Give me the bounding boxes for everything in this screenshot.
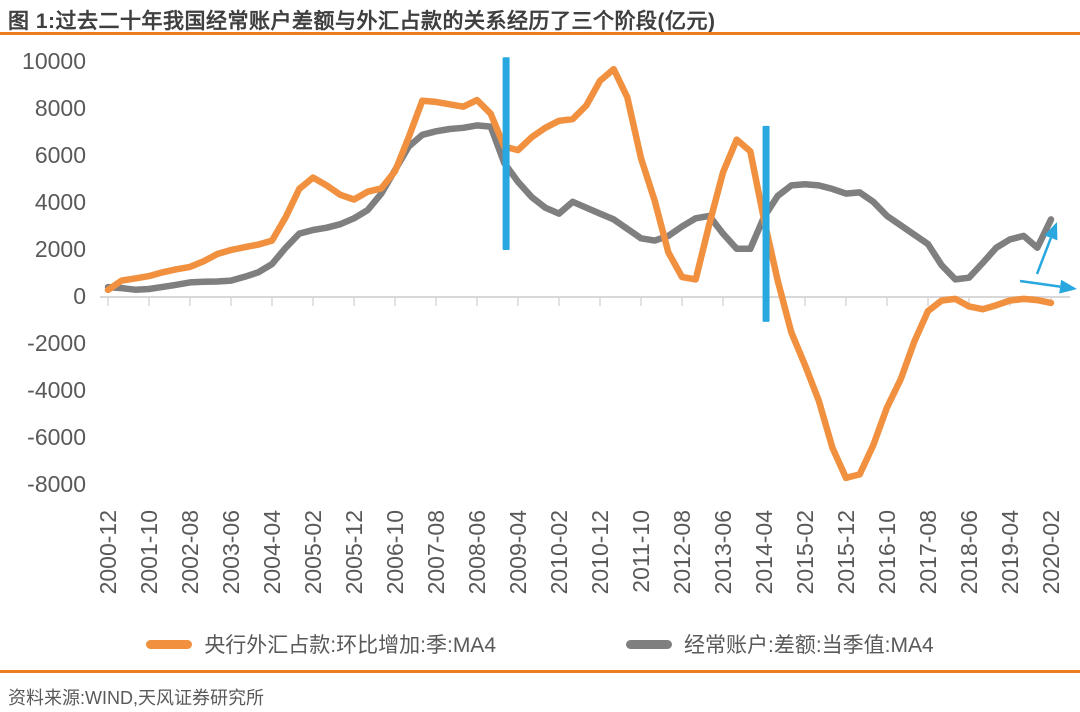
legend-item-current-account: 经常账户:差额:当季值:MA4	[626, 629, 934, 659]
x-axis-label: 2014-04	[751, 510, 777, 595]
trend-arrow-right-head	[1059, 279, 1077, 294]
x-axis-label: 2008-06	[464, 510, 490, 594]
x-axis-label: 2013-06	[710, 510, 736, 594]
x-axis-label: 2010-02	[546, 510, 572, 594]
y-axis-label: -6000	[27, 424, 86, 450]
chart-legend: 央行外汇占款:环比增加:季:MA4 经常账户:差额:当季值:MA4	[0, 629, 1080, 659]
x-axis-label: 2009-04	[505, 510, 531, 595]
y-axis-label: 8000	[35, 95, 86, 121]
x-axis-label: 2010-12	[587, 510, 613, 594]
phase-divider-bar	[762, 125, 770, 322]
bottom-divider	[0, 670, 1080, 673]
x-axis-label: 2015-12	[833, 510, 859, 594]
y-axis-label: -4000	[27, 377, 86, 403]
trend-arrow-up-right	[1035, 237, 1053, 275]
x-axis-label: 2015-02	[792, 510, 818, 594]
x-axis-label: 2017-08	[915, 510, 941, 594]
x-axis-label: 2005-12	[341, 510, 367, 594]
x-axis-label: 2018-06	[956, 510, 982, 594]
x-axis-label: 2005-02	[300, 510, 326, 594]
y-axis-label: 2000	[35, 236, 86, 262]
x-axis-label: 2001-10	[136, 510, 162, 594]
series-line-pboc-fx	[104, 65, 1055, 482]
y-axis-label: -8000	[27, 471, 86, 497]
y-axis-label: 4000	[35, 189, 86, 215]
trend-arrow-up-right-head	[1044, 222, 1058, 241]
x-axis-label: 2011-10	[628, 510, 654, 593]
x-axis-label: 2003-06	[218, 510, 244, 594]
figure-title: 图 1:过去二十年我国经常账户差额与外汇占款的关系经历了三个阶段(亿元)	[8, 10, 716, 33]
legend-swatch-gray	[626, 639, 672, 649]
legend-label-current-account: 经常账户:差额:当季值:MA4	[684, 634, 934, 657]
x-axis-label: 2012-08	[669, 510, 695, 594]
y-axis-label: 6000	[35, 142, 86, 168]
source-note: 资料来源:WIND,天风证券研究所	[8, 688, 264, 708]
x-axis-label: 2007-08	[423, 510, 449, 594]
series-line-current-account	[104, 122, 1055, 293]
trend-arrow-right	[1019, 279, 1061, 288]
x-axis-label: 2002-08	[177, 510, 203, 594]
x-axis-label: 2006-10	[382, 510, 408, 594]
x-axis-label: 2000-12	[95, 510, 121, 594]
y-axis-label: -2000	[27, 330, 86, 356]
phase-divider-bar	[502, 57, 510, 250]
y-axis-label: 0	[73, 283, 86, 309]
x-axis-label: 2019-04	[997, 510, 1023, 595]
legend-swatch-orange	[146, 639, 193, 649]
y-axis-label: 10000	[22, 48, 86, 74]
legend-item-pboc-fx: 央行外汇占款:环比增加:季:MA4	[146, 629, 496, 659]
legend-label-pboc-fx: 央行外汇占款:环比增加:季:MA4	[204, 634, 496, 657]
top-divider	[0, 32, 1080, 35]
x-axis-label: 2016-10	[874, 510, 900, 594]
x-axis-label: 2020-02	[1038, 510, 1064, 594]
x-axis-label: 2004-04	[259, 510, 285, 595]
